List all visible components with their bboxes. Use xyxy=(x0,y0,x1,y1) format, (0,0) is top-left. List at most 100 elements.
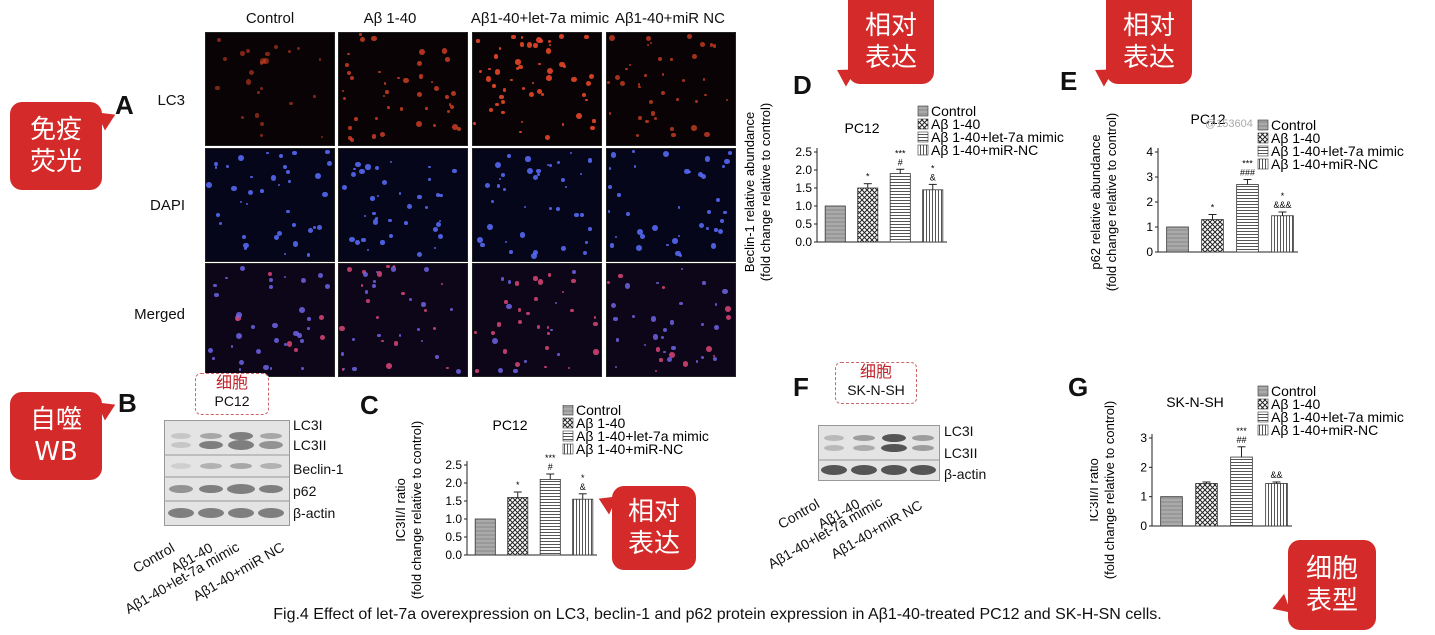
cell-spot xyxy=(307,327,310,330)
cell-spot xyxy=(507,279,512,284)
cell-spot xyxy=(702,281,706,285)
cell-spot xyxy=(477,237,483,244)
significance-mark: * xyxy=(581,473,585,483)
cell-spot xyxy=(352,366,357,372)
cell-spot xyxy=(318,272,324,278)
cell-spot xyxy=(528,91,534,97)
cell-spot xyxy=(416,328,421,332)
cell-spot xyxy=(501,99,505,104)
cell-spot xyxy=(286,341,292,347)
cell-spot xyxy=(299,338,304,344)
cell-spot xyxy=(268,278,273,282)
significance-mark: ## xyxy=(1236,435,1246,445)
cell-spot xyxy=(533,250,538,256)
cell-spot xyxy=(538,279,544,285)
cell-spot xyxy=(680,267,684,271)
cell-spot xyxy=(651,316,657,322)
micrograph-image xyxy=(205,32,335,146)
cell-spot xyxy=(242,234,247,240)
cell-spot xyxy=(322,191,328,198)
cell-spot xyxy=(398,334,402,337)
cell-spot xyxy=(359,168,366,175)
cell-spot xyxy=(700,173,706,179)
cell-spot xyxy=(372,211,376,216)
cell-spot xyxy=(245,202,249,206)
cell-spot xyxy=(516,67,520,71)
cell-spot xyxy=(387,105,390,109)
cell-spot xyxy=(533,276,538,281)
cell-spot xyxy=(325,284,331,290)
cell-spot xyxy=(363,214,366,217)
bar xyxy=(1271,215,1294,253)
cell-spot xyxy=(381,180,387,186)
y-tick-label: 3 xyxy=(1140,431,1147,445)
legend-swatch xyxy=(1257,411,1269,423)
cell-spot xyxy=(398,192,402,196)
chart-title: PC12 xyxy=(492,417,527,433)
cell-spot xyxy=(236,332,243,339)
cell-spot xyxy=(244,246,247,250)
cell-spot xyxy=(710,243,717,249)
cell-spot xyxy=(432,326,436,331)
cell-spot xyxy=(656,281,659,284)
cell-spot xyxy=(456,126,461,131)
cell-spot xyxy=(272,322,278,329)
legend-label: Aβ 1-40 xyxy=(576,415,626,431)
cell-spot xyxy=(534,296,539,301)
legend-label: Control xyxy=(576,405,621,418)
y-tick-label: 4 xyxy=(1146,145,1153,159)
cell-spot xyxy=(518,64,523,70)
cell-spot xyxy=(561,123,565,126)
cell-spot xyxy=(590,125,595,131)
cell-spot xyxy=(292,222,297,227)
legend-label: Aβ 1-40 xyxy=(1271,396,1321,412)
y-axis-label: IC3II/I ratio xyxy=(1090,458,1101,522)
cell-spot xyxy=(511,35,516,40)
cell-spot xyxy=(274,338,280,343)
cell-spot xyxy=(570,308,575,313)
cell-spot xyxy=(544,345,549,350)
cell-spot xyxy=(495,102,499,107)
cell-spot xyxy=(576,112,583,119)
cell-spot xyxy=(678,235,681,238)
cell-spot xyxy=(319,334,325,340)
cell-spot xyxy=(517,308,522,313)
blot-band-label: p62 xyxy=(293,483,317,499)
cell-spot xyxy=(392,265,396,268)
cell-spot xyxy=(583,251,588,256)
cell-spot xyxy=(563,65,567,69)
cell-spot xyxy=(339,325,345,332)
cell-spot xyxy=(666,356,672,362)
cell-spot xyxy=(671,132,676,138)
cell-spot xyxy=(348,136,352,140)
cell-spot xyxy=(371,134,377,140)
cell-spot xyxy=(259,60,264,65)
cell-spot xyxy=(704,156,711,162)
y-tick-label: 1.5 xyxy=(795,181,812,195)
cell-spot xyxy=(239,360,245,366)
y-tick-label: 1.5 xyxy=(445,494,462,508)
cell-spot xyxy=(524,360,527,363)
cell-spot xyxy=(609,242,615,248)
cell-spot xyxy=(489,108,494,113)
cell-spot xyxy=(428,165,431,169)
cell-spot xyxy=(270,175,277,181)
cell-spot xyxy=(532,42,538,48)
cell-spot xyxy=(277,230,283,236)
cell-spot xyxy=(480,242,485,248)
cell-spot xyxy=(712,44,717,49)
cell-spot xyxy=(504,300,508,304)
cell-spot xyxy=(260,134,263,137)
cell-spot xyxy=(646,36,651,41)
cell-spot xyxy=(709,42,714,47)
cell-spot xyxy=(416,61,422,67)
bar xyxy=(1201,219,1224,253)
cell-spot xyxy=(522,87,526,91)
cell-spot xyxy=(257,91,260,95)
cell-spot xyxy=(364,290,368,294)
micrograph-image xyxy=(606,263,736,377)
cell-spot xyxy=(376,194,380,198)
cell-spot xyxy=(682,361,688,367)
cell-spot xyxy=(559,34,564,40)
cell-spot xyxy=(390,161,393,164)
